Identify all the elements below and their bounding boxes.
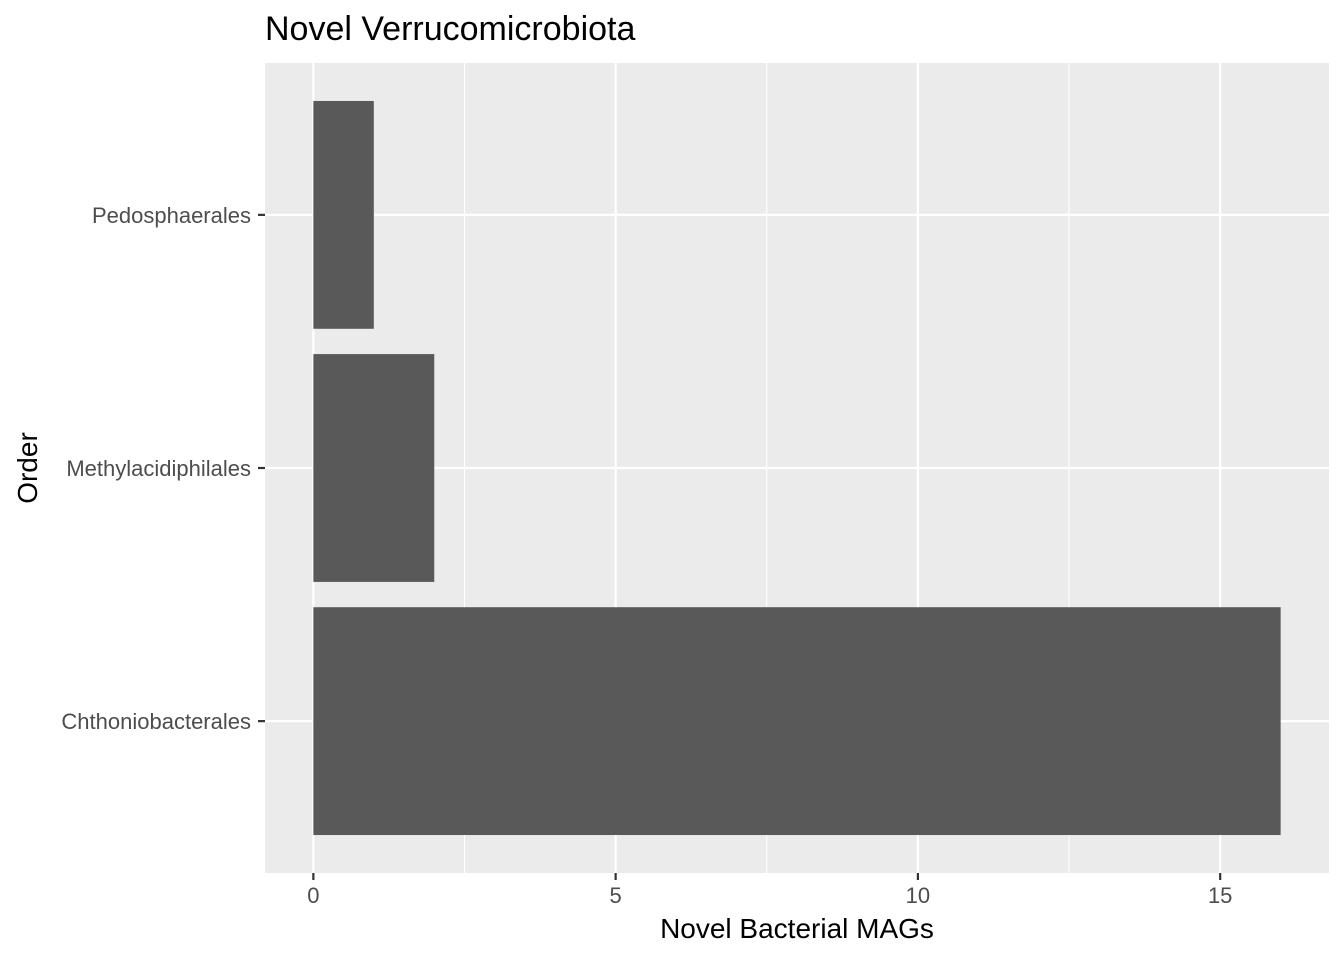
bar-methylacidiphilales	[313, 354, 435, 582]
x-tick-label: 0	[307, 883, 319, 908]
bars	[313, 100, 1281, 836]
bar-pedosphaerales	[313, 100, 374, 329]
y-tick-label: Chthoniobacterales	[61, 709, 251, 734]
y-axis: Chthoniobacterales Methylacidiphilales Ped…	[61, 203, 265, 734]
x-axis-title: Novel Bacterial MAGs	[660, 913, 934, 944]
x-tick-label: 5	[610, 883, 622, 908]
y-tick-label: Pedosphaerales	[92, 203, 251, 228]
x-tick-label: 10	[906, 883, 930, 908]
x-axis: 0 5 10 15	[307, 873, 1232, 908]
x-tick-label: 15	[1208, 883, 1232, 908]
y-axis-title: Order	[12, 432, 43, 504]
chart-title: Novel Verrucomicrobiota	[265, 10, 635, 48]
bar-chthoniobacterales	[313, 607, 1281, 836]
y-tick-label: Methylacidiphilales	[66, 456, 251, 481]
